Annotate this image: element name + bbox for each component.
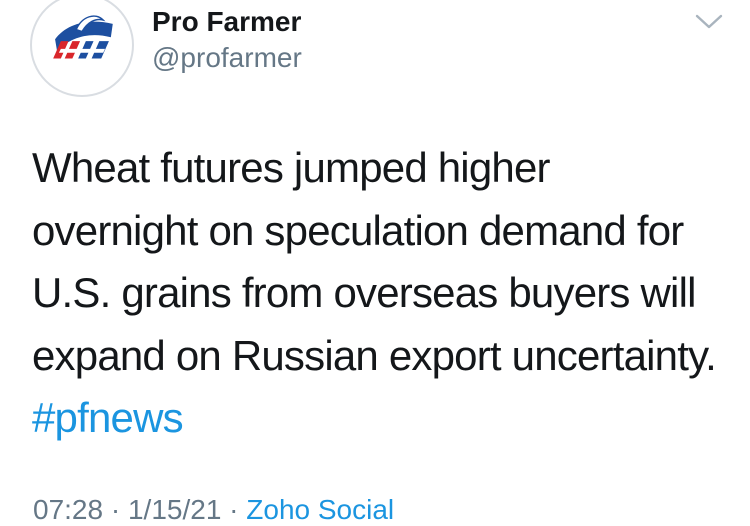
- tweet-text-line: Wheat futures jumped higher: [32, 144, 551, 191]
- user-handle[interactable]: @profarmer: [152, 42, 302, 73]
- tweet-time[interactable]: 07:28: [33, 494, 104, 525]
- tweet-text: Wheat futures jumped higher overnight on…: [32, 137, 732, 450]
- meta-separator: ·: [221, 494, 247, 525]
- meta-separator: ·: [103, 494, 128, 525]
- avatar[interactable]: [30, 0, 134, 97]
- hashtag-link[interactable]: #pfnews: [32, 394, 184, 441]
- tweet-text-line: overnight on speculation demand for: [32, 206, 684, 254]
- display-name[interactable]: Pro Farmer: [152, 6, 302, 37]
- tweet-meta: 07:28 · 1/15/21 · Zoho Social: [33, 494, 394, 526]
- source-link[interactable]: Zoho Social: [246, 494, 395, 525]
- tweet-date[interactable]: 1/15/21: [127, 494, 222, 525]
- chevron-down-icon[interactable]: [694, 8, 724, 34]
- tweet-text-line: U.S. grains from overseas buyers will: [32, 269, 696, 316]
- tweet-text-line: expand on Russian export uncertainty.: [32, 331, 717, 379]
- pro-farmer-logo: [53, 15, 113, 59]
